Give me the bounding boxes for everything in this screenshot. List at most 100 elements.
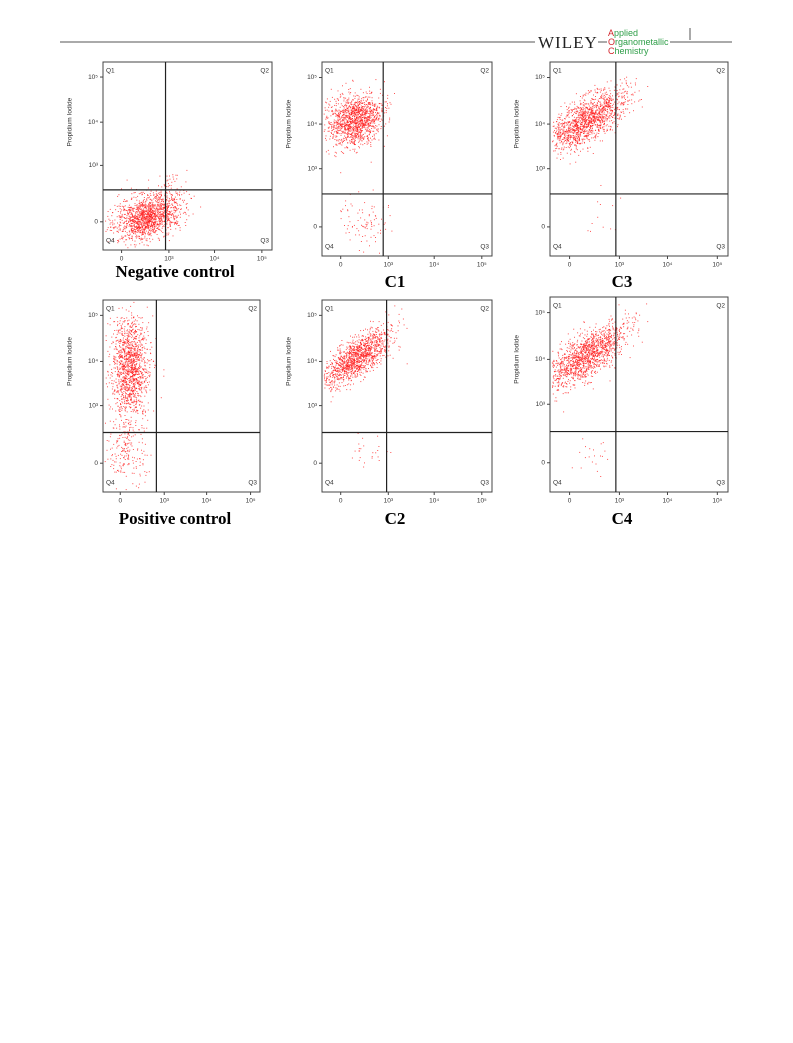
dot	[370, 220, 372, 222]
dot	[128, 319, 130, 321]
dot	[602, 110, 604, 112]
dot	[344, 135, 346, 137]
dot	[347, 210, 349, 212]
dot	[135, 338, 137, 340]
dot	[113, 223, 115, 225]
dot	[116, 361, 118, 363]
dot	[117, 222, 118, 224]
dot	[346, 115, 348, 117]
dot	[129, 389, 131, 391]
dot	[151, 208, 152, 210]
dot	[152, 315, 154, 317]
dot	[616, 90, 618, 92]
dot	[117, 392, 119, 394]
dot	[135, 381, 137, 383]
dot	[140, 229, 142, 231]
dot	[121, 317, 123, 319]
dot	[147, 233, 149, 235]
dot	[575, 132, 577, 133]
dot	[609, 114, 611, 116]
dot	[578, 143, 580, 145]
dot	[329, 104, 331, 106]
dot	[590, 230, 591, 232]
dot	[127, 371, 129, 373]
dot	[143, 362, 145, 364]
dot	[132, 207, 134, 209]
dot	[364, 118, 366, 120]
dot	[173, 208, 175, 210]
dot	[374, 138, 376, 140]
dot	[149, 389, 151, 391]
dot	[133, 410, 135, 411]
dot	[352, 99, 353, 101]
dot	[166, 206, 168, 208]
dot	[340, 134, 342, 136]
dot	[580, 150, 581, 152]
dot	[362, 136, 364, 138]
dot	[361, 140, 363, 142]
dot	[344, 121, 346, 123]
dot	[361, 115, 363, 117]
dot	[145, 223, 147, 225]
dot	[570, 134, 572, 136]
dot	[621, 118, 622, 120]
dot	[131, 377, 133, 379]
x-tick-label: 10⁴	[429, 262, 439, 269]
dot	[149, 205, 151, 207]
dot	[350, 113, 352, 115]
dot	[142, 227, 144, 229]
dot	[163, 225, 165, 227]
dot	[591, 110, 593, 112]
dot	[583, 111, 585, 113]
dot	[595, 121, 597, 123]
dot	[355, 102, 357, 103]
dot	[569, 163, 571, 165]
dot	[122, 238, 124, 240]
dot	[562, 149, 564, 151]
dot	[127, 247, 129, 249]
dot	[360, 110, 362, 112]
dot	[123, 377, 125, 379]
dot	[122, 392, 124, 394]
dot	[376, 128, 378, 130]
dot	[158, 218, 160, 220]
dot	[575, 121, 577, 123]
dot	[137, 219, 139, 221]
dot	[177, 222, 178, 224]
dot	[364, 132, 366, 134]
dot	[157, 228, 158, 229]
dot	[346, 136, 348, 138]
dot	[337, 115, 339, 117]
dot	[337, 114, 339, 116]
dot	[589, 112, 591, 114]
dot	[588, 116, 590, 118]
dot	[122, 345, 124, 347]
dot	[336, 139, 338, 141]
dot	[580, 113, 581, 115]
dot	[169, 222, 171, 224]
dot	[351, 104, 353, 106]
dot	[354, 128, 356, 130]
dot	[336, 126, 338, 128]
dot	[627, 100, 629, 101]
dot	[582, 102, 584, 103]
dot	[125, 380, 127, 382]
dot	[152, 228, 154, 230]
dot	[332, 133, 334, 135]
dot	[125, 400, 127, 401]
dot	[572, 130, 574, 132]
quadrant-label: Q2	[260, 68, 269, 75]
dot	[152, 213, 154, 215]
dot	[110, 406, 112, 408]
dot	[124, 399, 126, 401]
dot	[591, 113, 593, 115]
dot	[161, 186, 163, 188]
dot	[580, 109, 582, 111]
dot	[148, 371, 150, 373]
dot	[372, 103, 373, 105]
dot	[143, 210, 145, 212]
dot	[152, 201, 154, 203]
dot	[354, 130, 356, 132]
dot	[583, 141, 585, 143]
dot	[568, 107, 569, 109]
